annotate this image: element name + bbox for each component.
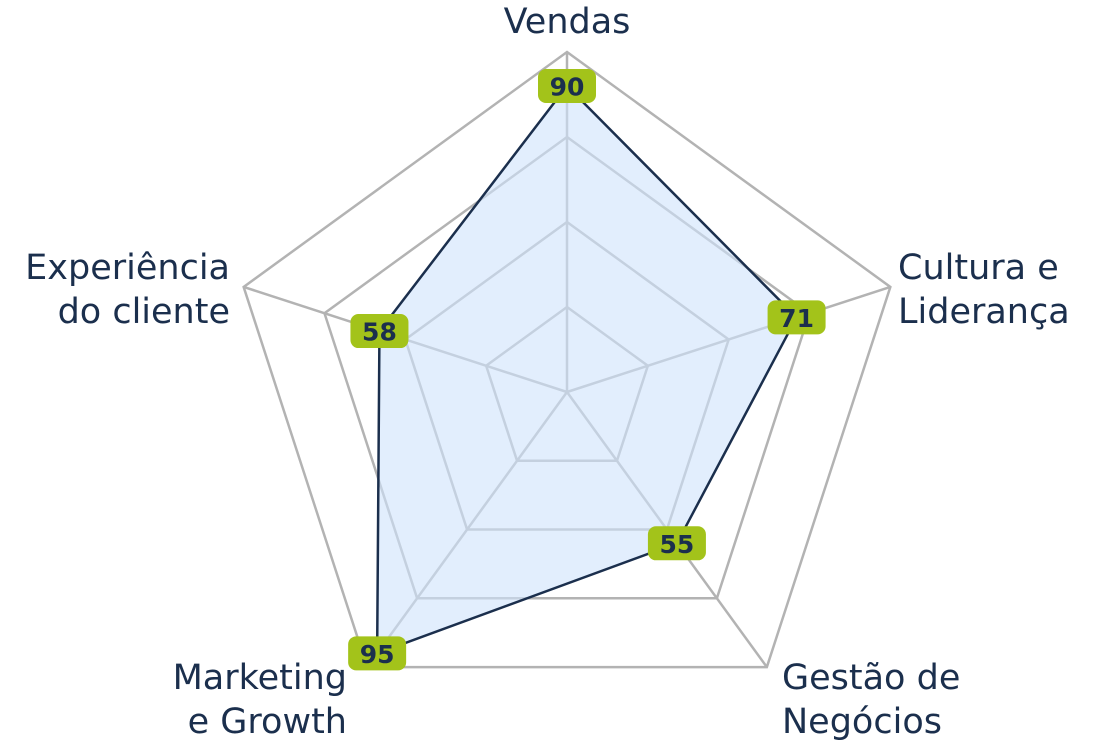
badge	[350, 314, 409, 349]
value-label: 71	[779, 304, 814, 333]
value-badge: 71	[767, 300, 826, 335]
category-label: Cultura e Liderança	[898, 248, 1070, 332]
value-badge: 55	[647, 526, 706, 561]
badge	[647, 526, 706, 561]
badge	[538, 69, 596, 103]
category-label: Vendas	[503, 2, 631, 42]
value-label: 95	[360, 640, 395, 669]
value-badge: 58	[350, 314, 409, 349]
value-label: 55	[660, 530, 695, 559]
value-label: 58	[362, 318, 397, 347]
radar-area	[375, 84, 799, 656]
value-badge: 95	[348, 636, 407, 671]
grid-ring	[242, 50, 892, 669]
grid-ring	[323, 135, 811, 600]
badge	[348, 636, 407, 671]
value-label: 90	[550, 73, 585, 102]
badge	[767, 300, 826, 335]
category-label: Experiência do cliente	[25, 248, 230, 332]
category-label: Marketing e Growth	[172, 658, 347, 742]
category-label: Gestão de Negócios	[782, 658, 961, 742]
value-badge: 90	[538, 69, 596, 103]
